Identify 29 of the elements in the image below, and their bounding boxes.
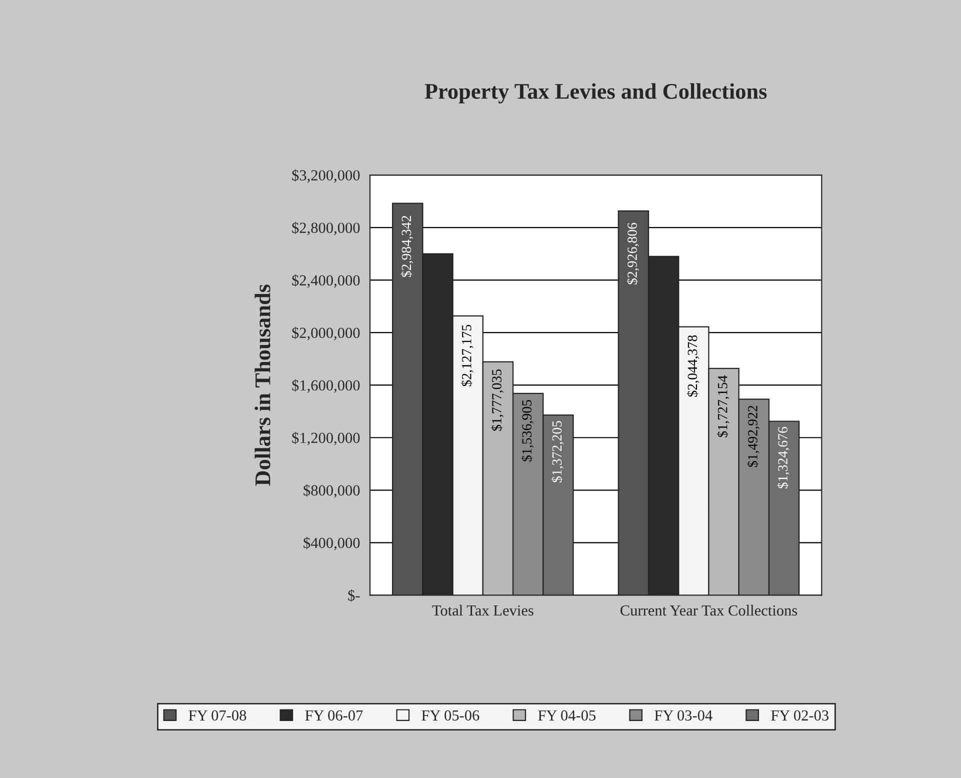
- legend-label: FY 03-04: [654, 710, 712, 721]
- data-label: $1,777,035: [491, 369, 504, 431]
- y-tick-label: $800,000: [304, 484, 360, 498]
- legend-label: FY 02-03: [771, 710, 828, 721]
- y-tick-label: $400,000: [304, 536, 360, 550]
- legend-label: FY 04-05: [538, 710, 596, 721]
- y-tick-label: $2,400,000: [292, 274, 360, 288]
- y-tick-label: $1,200,000: [292, 432, 360, 446]
- x-tick-label: Total Tax Levies: [432, 604, 534, 616]
- data-label: $2,127,175: [461, 324, 474, 386]
- legend-label: FY 06-07: [305, 710, 363, 721]
- y-tick-label: $2,800,000: [292, 222, 360, 236]
- legend-label: FY 05-06: [422, 710, 480, 721]
- y-tick-label: $2,000,000: [292, 326, 360, 340]
- y-tick-label: $1,600,000: [292, 379, 360, 393]
- y-tick-label: $3,200,000: [292, 169, 360, 183]
- data-label: $2,926,806: [626, 222, 639, 284]
- data-label: $2,044,378: [686, 335, 700, 397]
- data-label: $2,984,342: [400, 216, 414, 278]
- legend-label: FY 07-08: [188, 710, 246, 721]
- data-label: $1,536,905: [521, 400, 534, 462]
- y-axis-title: Dollars in Thousands: [254, 284, 270, 486]
- y-tick-label: $-: [348, 589, 360, 602]
- data-label: $1,372,205: [551, 420, 564, 482]
- chart-title: Property Tax Levies and Collections: [424, 83, 767, 104]
- data-label: $1,324,676: [777, 426, 790, 488]
- x-tick-label: Current Year Tax Collections: [620, 604, 798, 616]
- data-label: $1,492,922: [747, 406, 760, 467]
- data-label: $1,727,154: [717, 375, 730, 438]
